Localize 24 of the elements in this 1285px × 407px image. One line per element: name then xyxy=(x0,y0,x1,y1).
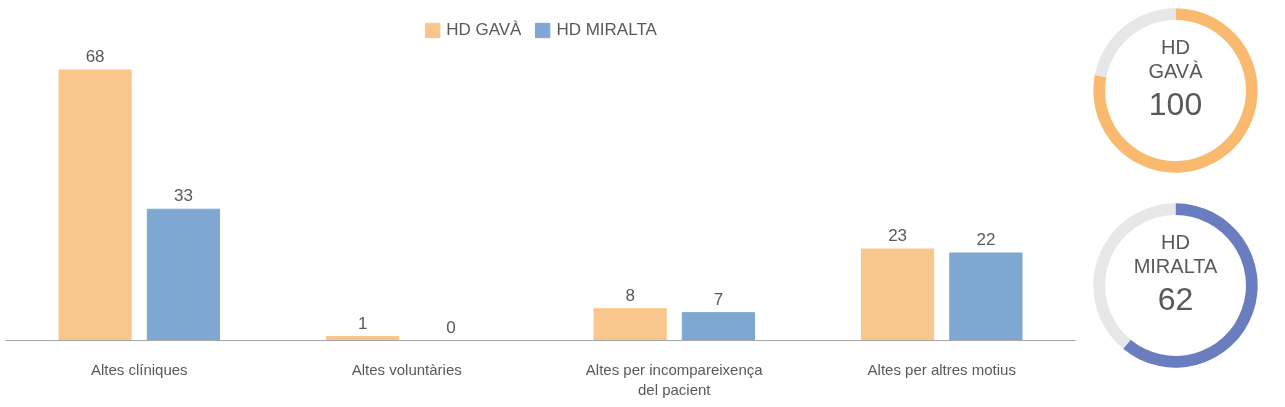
data-label: 7 xyxy=(713,289,724,309)
bar xyxy=(146,208,220,341)
x-tick-label: Altes per incompareixença del pacient xyxy=(585,360,764,398)
x-tick-label: Altes per altres motius xyxy=(867,360,1016,378)
legend-label: HD GAVÀ xyxy=(446,20,522,40)
bar xyxy=(949,252,1023,341)
data-label: 8 xyxy=(625,285,635,305)
data-label: 22 xyxy=(976,229,996,249)
legend-label: HD MIRALTA xyxy=(556,20,657,40)
text: HD GAVÀ xyxy=(1148,36,1204,82)
bar xyxy=(58,69,132,341)
text: 100 xyxy=(1148,85,1203,122)
data-label: 0 xyxy=(446,317,456,337)
text: 62 xyxy=(1157,280,1194,317)
data-label: 33 xyxy=(173,186,193,206)
data-label: 68 xyxy=(85,47,105,67)
x-tick-label: Altes voluntàries xyxy=(351,360,462,378)
bar xyxy=(861,248,935,341)
bar xyxy=(681,312,755,341)
bar xyxy=(593,308,667,341)
text: HD MIRALTA xyxy=(1133,231,1219,277)
data-label: 23 xyxy=(888,226,908,246)
data-label: 1 xyxy=(357,313,368,333)
x-tick-label: Altes clíniques xyxy=(90,360,188,378)
